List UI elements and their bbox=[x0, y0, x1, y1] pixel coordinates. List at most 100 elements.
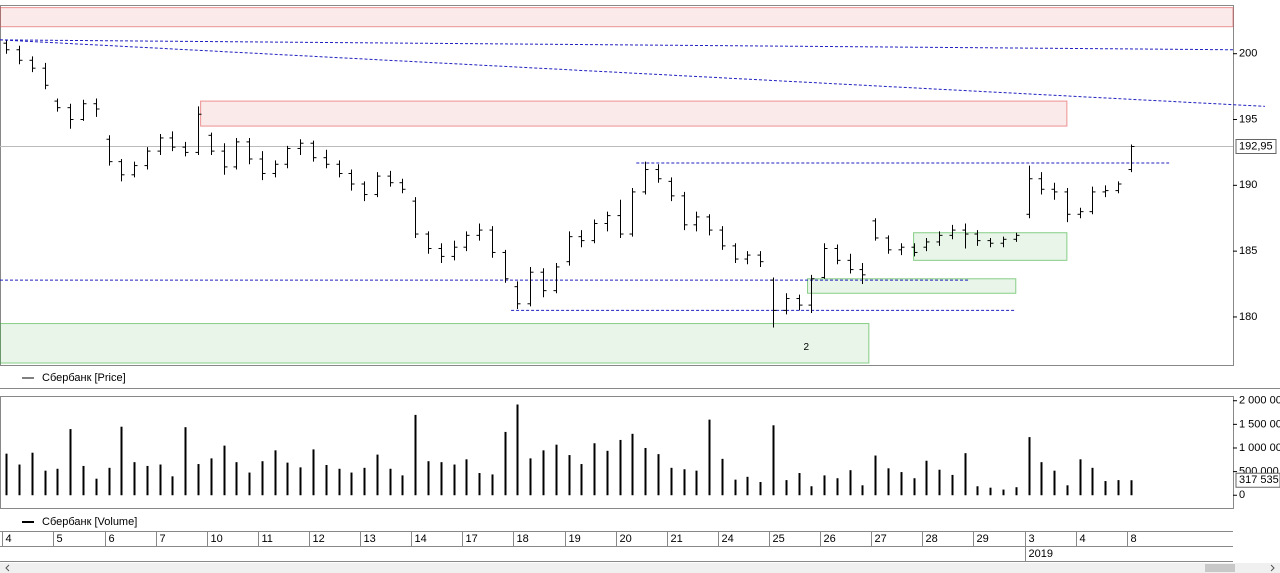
volume-bar bbox=[248, 472, 251, 496]
volume-bar bbox=[721, 458, 724, 496]
volume-bar bbox=[376, 454, 379, 496]
annotation: 2 bbox=[803, 342, 809, 353]
y-tick-label: 1 500 000 bbox=[1239, 418, 1280, 430]
legend-label: Сбербанк [Price] bbox=[42, 372, 126, 384]
volume-bar bbox=[350, 472, 353, 496]
zone bbox=[0, 323, 870, 364]
volume-bar bbox=[619, 439, 622, 496]
volume-bar bbox=[440, 462, 443, 496]
volume-bar bbox=[146, 465, 149, 496]
volume-bar bbox=[734, 479, 737, 496]
scroll-left[interactable] bbox=[5, 564, 10, 572]
volume-bar bbox=[964, 453, 967, 496]
volume-bar bbox=[56, 468, 59, 496]
volume-bar bbox=[568, 455, 571, 496]
volume-bar bbox=[1091, 467, 1094, 496]
y-tick-label: 180 bbox=[1239, 311, 1257, 323]
volume-bar bbox=[401, 475, 404, 496]
volume-bar bbox=[798, 473, 801, 496]
x-tick-label: 12 bbox=[313, 533, 325, 545]
volume-bar bbox=[261, 461, 264, 496]
volume-bar bbox=[1015, 487, 1018, 496]
volume-bar bbox=[938, 469, 941, 496]
volume-bar bbox=[338, 468, 341, 496]
x-tick-label: 7 bbox=[160, 533, 166, 545]
y-tick-label: 185 bbox=[1239, 245, 1257, 257]
volume-bar bbox=[759, 482, 762, 496]
volume-bar bbox=[1002, 489, 1005, 496]
x-tick-label: 18 bbox=[517, 533, 529, 545]
volume-bar bbox=[1066, 485, 1069, 496]
x-tick-label: 27 bbox=[875, 533, 887, 545]
volume-bar bbox=[5, 453, 8, 496]
scrollbar-thumb[interactable] bbox=[1205, 564, 1235, 572]
scrollbar[interactable] bbox=[0, 563, 1280, 573]
volume-bar bbox=[1079, 459, 1082, 496]
volume-bar bbox=[516, 404, 519, 496]
zone bbox=[807, 278, 1017, 294]
x-tick-label: 4 bbox=[1080, 533, 1086, 545]
volume-bar bbox=[44, 470, 47, 496]
y-tick-label: 0 bbox=[1239, 489, 1245, 501]
volume-bar bbox=[223, 445, 226, 496]
volume-bar bbox=[1028, 437, 1031, 496]
volume-bar bbox=[810, 486, 813, 496]
volume-bar bbox=[836, 478, 839, 496]
volume-bar bbox=[708, 419, 711, 496]
volume-bar bbox=[210, 458, 213, 496]
volume-bar bbox=[108, 467, 111, 496]
trend-line bbox=[0, 39, 1234, 51]
volume-bar bbox=[69, 429, 72, 496]
volume-panel bbox=[0, 396, 1234, 509]
volume-bar bbox=[491, 474, 494, 496]
volume-bar bbox=[363, 467, 366, 496]
volume-bar bbox=[580, 464, 583, 496]
zone bbox=[0, 7, 1234, 28]
volume-bar bbox=[683, 469, 686, 496]
x-tick-label: 26 bbox=[824, 533, 836, 545]
volume-bar bbox=[887, 468, 890, 496]
volume-bar bbox=[159, 464, 162, 496]
last-volume-box bbox=[1235, 472, 1280, 488]
volume-bar bbox=[1040, 462, 1043, 496]
volume-bar bbox=[171, 476, 174, 496]
volume-bar bbox=[1130, 480, 1133, 496]
scroll-right[interactable] bbox=[1270, 564, 1275, 572]
volume-bar bbox=[746, 476, 749, 496]
volume-bar bbox=[31, 452, 34, 496]
y-tick-label: 195 bbox=[1239, 113, 1257, 125]
volume-bar bbox=[478, 473, 481, 496]
volume-bar bbox=[120, 426, 123, 496]
y-tick-label: 200 bbox=[1239, 48, 1257, 60]
volume-bar bbox=[593, 443, 596, 496]
volume-bar bbox=[861, 485, 864, 496]
y-tick-label: 190 bbox=[1239, 179, 1257, 191]
volume-bar bbox=[951, 474, 954, 496]
x-tick-label: 11 bbox=[262, 533, 273, 545]
volume-bar bbox=[631, 433, 634, 496]
volume-bar bbox=[18, 464, 21, 496]
x-tick-label: 20 bbox=[620, 533, 632, 545]
x-tick-label: 24 bbox=[722, 533, 734, 545]
volume-bar bbox=[657, 454, 660, 496]
last-price-box bbox=[1235, 138, 1277, 154]
zone bbox=[200, 100, 1068, 127]
year-label: 2019 bbox=[1029, 548, 1053, 560]
x-tick-label: 25 bbox=[773, 533, 785, 545]
x-tick-label: 19 bbox=[569, 533, 581, 545]
y-tick-label: 1 000 000 bbox=[1239, 442, 1280, 454]
volume-bar bbox=[184, 427, 187, 496]
volume-bar bbox=[197, 464, 200, 496]
volume-bar bbox=[453, 464, 456, 496]
volume-bar bbox=[427, 461, 430, 496]
x-tick-label: 13 bbox=[364, 533, 376, 545]
volume-bar bbox=[235, 462, 238, 496]
x-tick-label: 10 bbox=[211, 533, 223, 545]
volume-bar bbox=[325, 464, 328, 496]
volume-bar bbox=[389, 468, 392, 496]
volume-bar bbox=[989, 487, 992, 496]
x-tick-label: 3 bbox=[1029, 533, 1035, 545]
volume-bar bbox=[95, 478, 98, 496]
volume-bar bbox=[644, 447, 647, 496]
